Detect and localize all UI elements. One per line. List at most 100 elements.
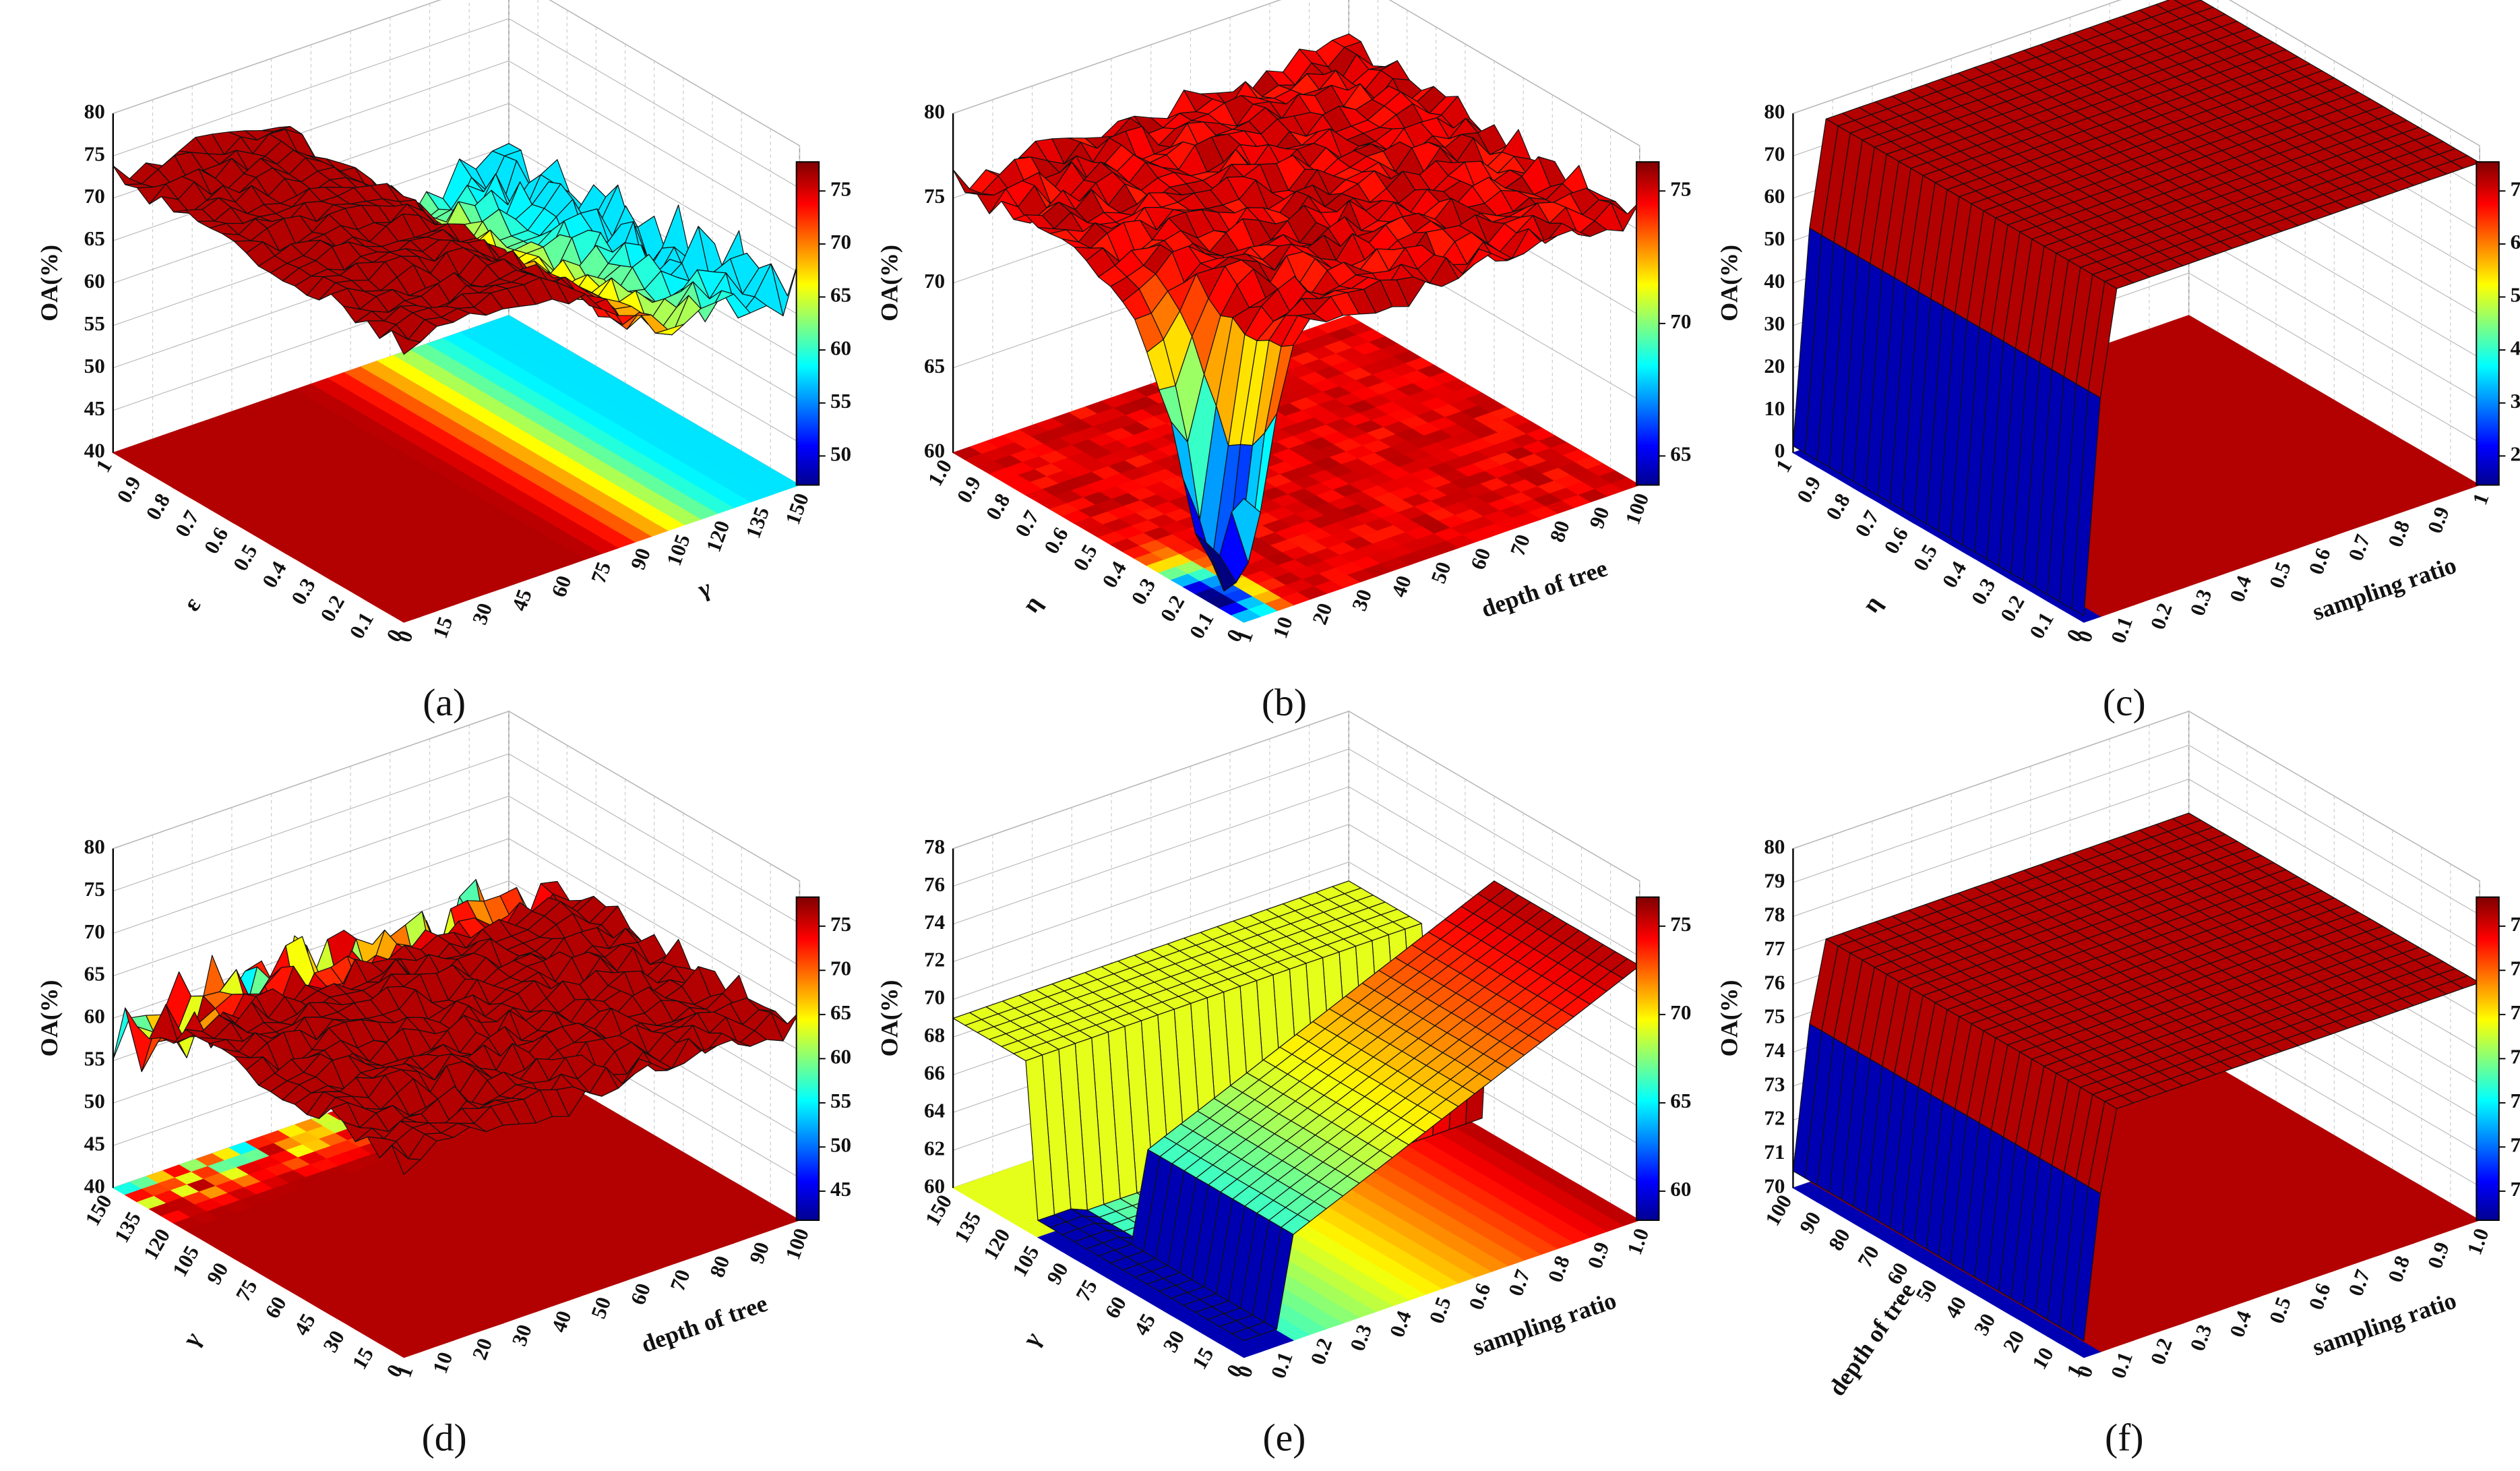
x-tick-label: 150 xyxy=(780,490,813,528)
x-tick-label: 105 xyxy=(662,531,695,569)
x-tick-label: 120 xyxy=(702,517,735,555)
colorbar-tick-label: 65 xyxy=(830,283,851,307)
z-tick-label: 55 xyxy=(84,1047,105,1071)
z-tick-label: 10 xyxy=(1764,396,1785,420)
panel: 404550556065707580OA(%)15013512010590756… xyxy=(36,710,851,1460)
x-tick-label: 20 xyxy=(1308,600,1337,628)
colorbar xyxy=(795,896,820,1221)
z-tick-label: 30 xyxy=(1764,311,1785,335)
y-tick-label: 0.5 xyxy=(1068,540,1102,574)
x-axis-title: depth of tree xyxy=(1478,554,1611,622)
panel-label: (d) xyxy=(422,1417,467,1460)
x-tick-label: 90 xyxy=(1585,504,1614,531)
y-tick-label: 135 xyxy=(109,1207,146,1247)
z-tick-label: 60 xyxy=(1764,184,1785,208)
x-tick-label: 30 xyxy=(507,1321,536,1349)
z-tick-label: 50 xyxy=(84,1089,105,1112)
x-tick-label: 0.2 xyxy=(2146,600,2177,633)
x-tick-label: 70 xyxy=(1506,531,1535,559)
y-tick-label: 120 xyxy=(138,1224,175,1263)
z-tick-label: 80 xyxy=(1764,99,1785,123)
y-tick-label: 0.3 xyxy=(1126,574,1160,609)
y-axis-title: η xyxy=(1017,591,1047,618)
y-tick-label: 0.4 xyxy=(257,558,291,592)
z-tick-label: 65 xyxy=(84,227,105,250)
z-tick-label: 75 xyxy=(84,877,105,901)
z-axis-title: OA(%) xyxy=(36,245,63,322)
z-tick-label: 70 xyxy=(924,269,945,293)
x-tick-label: 60 xyxy=(625,1280,655,1308)
z-tick-label: 65 xyxy=(924,354,945,378)
colorbar-tick-label: 65 xyxy=(1670,442,1691,466)
x-tick-label: 10 xyxy=(428,1349,458,1377)
wall-grid xyxy=(113,18,800,189)
colorbar-tick-label: 75 xyxy=(830,912,851,936)
z-tick-label: 70 xyxy=(84,184,105,208)
panel: 60626466687072747678OA(%)150135120105907… xyxy=(875,710,1691,1460)
y-tick-label: 90 xyxy=(202,1259,233,1288)
colorbar-tick-label: 75 xyxy=(830,177,851,200)
y-tick-label: 0.5 xyxy=(1908,540,1942,574)
y-tick-label: 0.1 xyxy=(2025,608,2058,642)
z-tick-label: 80 xyxy=(84,835,105,858)
x-tick-label: 50 xyxy=(586,1294,616,1321)
y-tick-label: 0.8 xyxy=(981,489,1015,524)
x-tick-label: 50 xyxy=(1426,559,1456,587)
x-tick-label: 90 xyxy=(625,545,655,572)
x-axis-title: γ xyxy=(694,574,714,603)
y-tick-label: 0.2 xyxy=(1156,591,1190,626)
x-tick-label: 40 xyxy=(547,1308,576,1335)
panel-label: (c) xyxy=(2103,682,2146,724)
panel: 6065707580OA(%)1.00.90.80.70.60.50.40.30… xyxy=(875,0,1691,724)
y-tick-label: 0.4 xyxy=(1938,558,1971,592)
x-tick-label: 20 xyxy=(468,1335,497,1362)
panel-label: (a) xyxy=(423,682,466,724)
z-tick-label: 75 xyxy=(924,184,945,208)
x-tick-label: 45 xyxy=(507,586,536,613)
colorbar-tick-label: 65 xyxy=(830,1000,851,1024)
x-tick-label: 30 xyxy=(468,600,497,628)
x-tick-label: 15 xyxy=(428,613,458,641)
y-axis-title: γ xyxy=(177,1327,206,1352)
y-tick-label: 45 xyxy=(289,1309,320,1339)
x-tick-label: 0.8 xyxy=(2383,517,2414,550)
colorbar xyxy=(795,161,820,486)
y-tick-label: 0.2 xyxy=(1996,591,2029,626)
colorbar-tick-label: 50 xyxy=(830,1133,851,1157)
y-tick-label: 0.2 xyxy=(315,591,349,626)
z-axis-title: OA(%) xyxy=(875,245,902,322)
z-tick-label: 80 xyxy=(84,99,105,123)
colorbar-tick-label: 20 xyxy=(2511,442,2520,466)
x-tick-label: 100 xyxy=(780,1225,813,1263)
colorbar-tick-label: 60 xyxy=(830,336,851,359)
x-tick-label: 75 xyxy=(586,559,616,587)
colorbar-tick-label: 55 xyxy=(830,1089,851,1112)
x-tick-label: 0.3 xyxy=(2185,586,2216,619)
y-tick-label: 30 xyxy=(318,1326,349,1356)
x-tick-label: 80 xyxy=(705,1253,735,1280)
x-tick-label: 70 xyxy=(665,1266,695,1294)
y-tick-label: 0.9 xyxy=(952,473,986,507)
z-tick-label: 80 xyxy=(924,99,945,123)
z-tick-label: 65 xyxy=(84,962,105,986)
floor-cell xyxy=(391,609,421,623)
x-tick-label: 10 xyxy=(1268,613,1297,641)
z-tick-label: 20 xyxy=(1764,354,1785,378)
colorbar xyxy=(1635,161,1660,486)
x-tick-label: 135 xyxy=(741,504,774,541)
panel-label: (b) xyxy=(1262,682,1307,724)
colorbar-tick-label: 40 xyxy=(2511,336,2520,359)
colorbar-tick-label: 55 xyxy=(830,389,851,413)
y-tick-label: 0.6 xyxy=(1879,523,1913,558)
x-tick-label: 1 xyxy=(2467,490,2493,508)
z-tick-label: 40 xyxy=(1764,269,1785,293)
x-tick-label: 40 xyxy=(1386,572,1416,600)
y-tick-label: 75 xyxy=(231,1275,262,1305)
x-tick-label: 0.5 xyxy=(2265,559,2296,592)
colorbar xyxy=(2476,161,2500,486)
y-tick-label: 0.8 xyxy=(1821,489,1855,524)
z-tick-label: 70 xyxy=(1764,142,1785,165)
y-tick-label: 0.9 xyxy=(112,473,146,507)
panel: 01020304050607080OA(%)10.90.80.70.60.50.… xyxy=(1716,0,2520,724)
